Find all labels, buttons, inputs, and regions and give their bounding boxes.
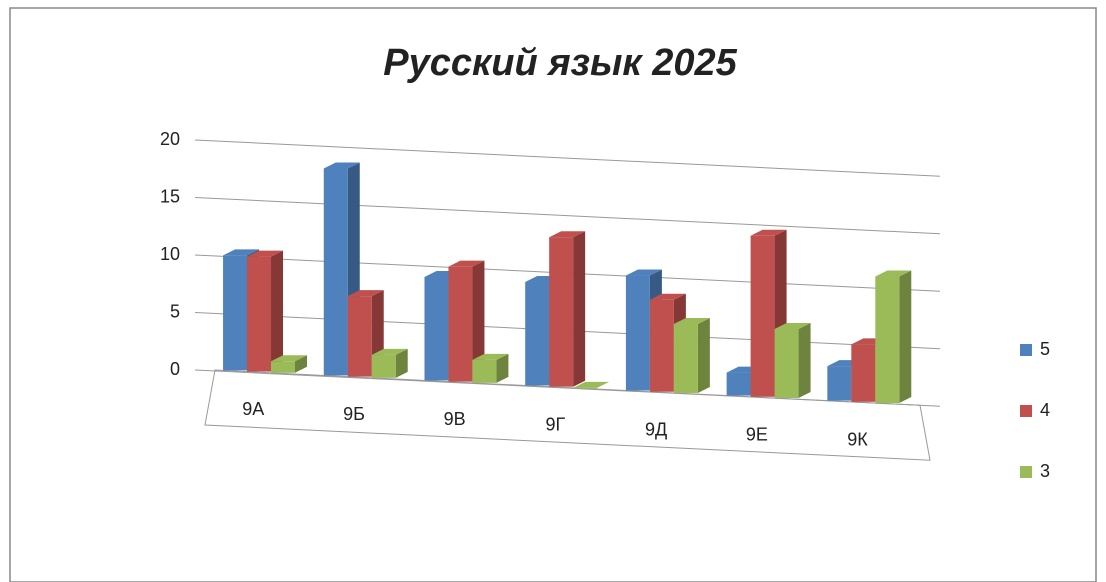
bar-side <box>472 260 485 382</box>
legend-label: 5 <box>1040 339 1050 359</box>
legend-swatch <box>1020 344 1032 356</box>
bar <box>827 366 852 401</box>
bar-side <box>573 231 586 387</box>
bar <box>223 255 248 371</box>
bar <box>271 361 295 373</box>
x-tick-label: 9Д <box>645 419 667 439</box>
bar <box>424 276 449 381</box>
x-tick-label: 9А <box>242 399 264 419</box>
bar <box>549 237 574 387</box>
y-tick-label: 5 <box>170 301 180 321</box>
bar-top <box>774 322 811 329</box>
bar-top <box>573 381 610 388</box>
bar-top <box>649 293 686 300</box>
grid-line <box>194 369 941 407</box>
x-tick-label: 9В <box>444 409 466 429</box>
y-tick-label: 10 <box>160 244 180 264</box>
bar-side <box>294 355 307 373</box>
bar <box>750 235 775 397</box>
x-tick-label: 9К <box>847 429 868 449</box>
x-tick-label: 9Е <box>746 424 768 444</box>
bar-top <box>223 249 260 256</box>
bar-side <box>395 348 408 378</box>
bar-top <box>549 231 586 238</box>
legend-swatch <box>1020 405 1032 417</box>
grid-line <box>194 197 941 235</box>
bar-top <box>448 260 485 267</box>
bar-top <box>472 353 509 360</box>
bar <box>573 387 598 389</box>
bar <box>371 354 396 378</box>
bar-top <box>371 348 408 355</box>
bar-side <box>496 353 509 383</box>
bar <box>347 296 372 377</box>
legend-swatch <box>1020 466 1032 478</box>
bar <box>649 299 674 392</box>
bar <box>472 359 497 383</box>
bar-top <box>323 162 360 169</box>
bar <box>625 275 650 391</box>
bar-top <box>625 269 662 276</box>
bar <box>323 168 348 376</box>
y-tick-label: 0 <box>170 359 180 379</box>
bar <box>875 276 900 404</box>
bar <box>774 328 799 398</box>
bar <box>851 344 876 402</box>
bar-top <box>875 270 912 277</box>
chart-title: Русский язык 2025 <box>383 42 737 84</box>
bar <box>448 266 473 382</box>
bar <box>726 372 751 396</box>
legend-label: 3 <box>1040 461 1050 481</box>
y-tick-label: 15 <box>160 186 180 206</box>
bar-top <box>347 290 384 297</box>
bar-top <box>271 355 307 362</box>
bar <box>247 256 272 372</box>
bar-side <box>271 250 284 372</box>
bar-side <box>798 322 811 398</box>
bar-side <box>899 270 912 404</box>
grid-line <box>194 139 941 177</box>
bar-top <box>750 229 787 236</box>
bar-top <box>247 250 284 257</box>
x-tick-label: 9Г <box>546 414 566 434</box>
bar <box>673 323 698 393</box>
bar-top <box>673 317 710 324</box>
bar <box>525 282 550 386</box>
legend-label: 4 <box>1040 400 1050 420</box>
y-tick-label: 20 <box>160 129 180 149</box>
bar-side <box>697 317 710 393</box>
x-tick-label: 9Б <box>343 404 365 424</box>
